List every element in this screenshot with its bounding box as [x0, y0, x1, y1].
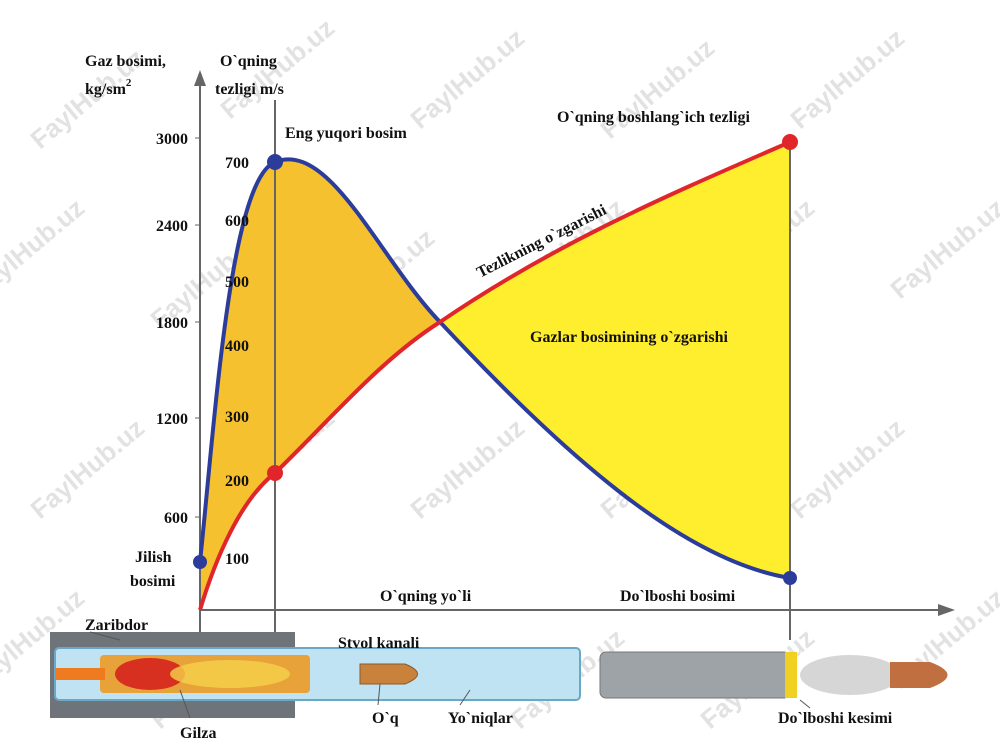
bullet-in-bore	[359, 663, 418, 685]
y-tick-label: 2400	[156, 218, 188, 235]
point	[267, 154, 283, 170]
pressure-curve	[198, 157, 791, 580]
area-early	[200, 159, 440, 610]
axis-unit: tezligi m/s	[215, 81, 284, 98]
y2-tick-label: 100	[225, 551, 249, 568]
axis-label: O`qning yo`li	[380, 588, 472, 605]
y-arrow	[194, 70, 206, 86]
bullet-out	[890, 662, 948, 688]
point	[782, 134, 798, 150]
y-tick-label: 3000	[156, 131, 188, 148]
annotation: O`qning boshlang`ich tezligi	[557, 109, 750, 126]
watermark: FaylHub.uz	[405, 22, 531, 134]
part-label: Zaribdor	[85, 617, 148, 634]
watermark: FaylHub.uz	[885, 192, 1000, 304]
part-label: Gilza	[180, 725, 216, 742]
watermark: FaylHub.uz	[595, 32, 721, 144]
velocity-curve	[198, 140, 791, 611]
watermark: FaylHub.uz	[405, 412, 531, 524]
part-label: Stvol kanali	[338, 635, 420, 652]
annotation: Eng yuqori bosim	[285, 125, 407, 142]
part-label: Yo`niqlar	[448, 710, 513, 727]
pressure-ticks: 3000 2400 1800 1200 600	[156, 131, 200, 527]
y-tick-label: 1200	[156, 411, 188, 428]
y-tick-label: 1800	[156, 315, 188, 332]
velocity-ticks: 700 600 500 400 300 200 100	[225, 155, 249, 568]
watermark: FaylHub.uz	[785, 412, 911, 524]
part-label: O`q	[372, 710, 399, 727]
muzzle-face	[785, 652, 797, 698]
watermark: FaylHub.uz	[0, 192, 90, 304]
point	[267, 465, 283, 481]
leader-lines	[89, 631, 811, 719]
part-label: Do`lboshi kesimi	[778, 710, 893, 727]
x-arrow	[938, 604, 955, 616]
annotation: Jilish	[135, 549, 172, 566]
point	[783, 571, 797, 585]
area-late	[440, 142, 790, 578]
primer-flame	[55, 668, 105, 680]
watermark: FaylHub.uz	[785, 22, 911, 134]
smoke	[800, 655, 900, 695]
y2-tick-label: 300	[225, 409, 249, 426]
unit: kg/sm	[85, 81, 127, 98]
y2-tick-label: 500	[225, 274, 249, 291]
y2-tick-label: 400	[225, 338, 249, 355]
unit-sup: 2	[126, 77, 132, 89]
y-tick-label: 600	[164, 510, 188, 527]
annotation: Gazlar bosimining o`zgarishi	[530, 329, 728, 346]
axis-unit: kg/sm2	[85, 77, 132, 98]
powder-burn	[115, 658, 185, 690]
y2-tick-label: 600	[225, 213, 249, 230]
axis-label: O`qning	[220, 53, 277, 70]
annotation: Do`lboshi bosimi	[620, 588, 736, 605]
axis-label: Gaz bosimi,	[85, 53, 166, 70]
y2-tick-label: 200	[225, 473, 249, 490]
annotation: bosimi	[130, 573, 176, 590]
gas	[170, 660, 290, 688]
barrel-end	[599, 651, 791, 699]
watermark: FaylHub.uz	[25, 412, 151, 524]
y2-tick-label: 700	[225, 155, 249, 172]
point	[193, 555, 207, 569]
